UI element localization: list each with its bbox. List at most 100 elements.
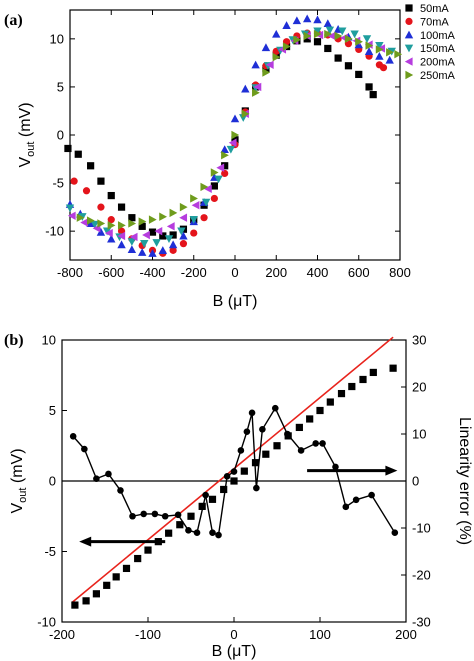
legend-label: 100mA xyxy=(420,30,456,42)
data-point xyxy=(87,162,95,170)
data-point xyxy=(142,230,150,240)
data-point xyxy=(103,581,111,589)
data-point xyxy=(190,194,198,203)
data-point xyxy=(313,38,322,46)
data-point xyxy=(368,491,375,499)
data-point xyxy=(215,531,222,539)
y-tick-label: 10 xyxy=(42,333,56,348)
data-point xyxy=(324,29,333,39)
data-point xyxy=(140,240,149,248)
y2-tick-label: -30 xyxy=(412,615,431,630)
data-point xyxy=(159,212,168,221)
data-point xyxy=(177,227,186,236)
data-point xyxy=(129,232,138,242)
data-point xyxy=(164,235,174,244)
data-point xyxy=(334,31,343,41)
data-point xyxy=(365,83,373,91)
x-tick-label: -800 xyxy=(57,265,83,280)
x-tick-label: -600 xyxy=(98,265,124,280)
data-point xyxy=(338,27,347,36)
data-point xyxy=(243,428,251,435)
legend-label: 70mA xyxy=(420,16,449,28)
data-point xyxy=(107,221,116,230)
data-point xyxy=(221,162,229,170)
data-point xyxy=(327,31,336,41)
data-point xyxy=(169,231,177,239)
data-point xyxy=(202,491,209,499)
data-point xyxy=(303,31,312,41)
data-point xyxy=(200,214,208,222)
data-point xyxy=(74,150,82,158)
data-point xyxy=(190,229,198,237)
panel-a-chart: (a) -800 -600 -400 -200 0 200 400 600 800 -10 -5 0 5… xyxy=(4,3,456,310)
data-point xyxy=(230,477,238,485)
y-tick-label: 10 xyxy=(50,31,64,46)
data-point xyxy=(200,182,209,192)
data-point xyxy=(129,512,136,520)
data-point xyxy=(312,440,320,447)
data-point xyxy=(265,60,274,70)
data-point xyxy=(355,70,363,79)
data-point xyxy=(65,204,75,213)
data-point xyxy=(223,473,231,480)
data-point xyxy=(251,60,260,69)
data-point xyxy=(203,184,212,194)
data-point xyxy=(379,64,388,72)
data-point xyxy=(369,91,377,99)
data-point xyxy=(226,145,236,154)
data-point xyxy=(282,42,291,51)
data-point xyxy=(97,219,106,228)
panel-b-series-group xyxy=(62,336,406,609)
x-tick-label: 0 xyxy=(231,265,238,280)
panel-a-axis-ticks: -800 -600 -400 -200 0 200 400 600 800 -10 -5 0 5 10 xyxy=(45,10,411,280)
series-voltage xyxy=(71,364,397,609)
y2-tick-label: 10 xyxy=(412,427,426,442)
y-tick-label: -10 xyxy=(37,615,56,630)
data-point xyxy=(112,573,120,581)
data-point xyxy=(386,48,394,57)
legend-marker xyxy=(404,30,414,39)
data-point xyxy=(262,450,270,458)
panel-b-x-axis-label: B (μT) xyxy=(212,643,257,660)
x-tick-label: -200 xyxy=(49,627,75,642)
y-tick-label: 5 xyxy=(57,79,64,94)
data-point xyxy=(154,226,163,236)
data-point xyxy=(306,415,314,423)
data-point xyxy=(375,45,384,54)
data-point xyxy=(337,389,346,398)
data-point xyxy=(90,220,99,229)
data-point xyxy=(325,26,335,35)
x-tick-label: 800 xyxy=(389,265,411,280)
data-point xyxy=(107,191,115,200)
data-point xyxy=(369,368,377,377)
data-point xyxy=(385,55,394,64)
y-tick-label: -5 xyxy=(44,544,56,559)
data-point xyxy=(158,246,168,254)
data-point xyxy=(169,208,178,218)
data-point xyxy=(117,487,124,494)
legend-marker xyxy=(405,17,413,25)
data-point xyxy=(241,109,250,119)
data-point xyxy=(166,222,175,231)
data-point xyxy=(82,597,90,605)
y-tick-label: -10 xyxy=(45,224,64,239)
data-point xyxy=(185,527,192,534)
data-point xyxy=(138,222,146,230)
legend-marker xyxy=(405,70,414,80)
data-point xyxy=(76,213,85,222)
data-point xyxy=(80,218,89,227)
y-tick-label: 0 xyxy=(57,128,64,143)
panel-b-y-axis-label: Vout (mV) xyxy=(9,448,29,513)
y-tick-label: 5 xyxy=(49,403,56,418)
data-point xyxy=(210,182,218,190)
data-point xyxy=(93,475,100,482)
data-point xyxy=(161,512,169,520)
data-point xyxy=(102,227,112,236)
data-point xyxy=(179,202,188,212)
data-point xyxy=(230,114,240,123)
legend-label: 150mA xyxy=(420,43,456,55)
data-point xyxy=(334,54,342,62)
